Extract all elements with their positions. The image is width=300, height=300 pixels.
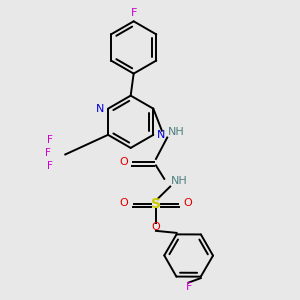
Text: N: N (157, 130, 165, 140)
Text: F: F (47, 135, 53, 145)
Text: O: O (119, 157, 128, 167)
Text: O: O (184, 199, 192, 208)
Text: F: F (185, 282, 192, 292)
Text: S: S (151, 196, 161, 211)
Text: NH: NH (171, 176, 188, 186)
Text: F: F (130, 8, 137, 18)
Text: N: N (96, 104, 104, 114)
Text: O: O (120, 199, 128, 208)
Text: NH: NH (168, 127, 184, 137)
Text: O: O (152, 222, 160, 232)
Text: F: F (47, 161, 53, 171)
Text: F: F (44, 148, 50, 158)
